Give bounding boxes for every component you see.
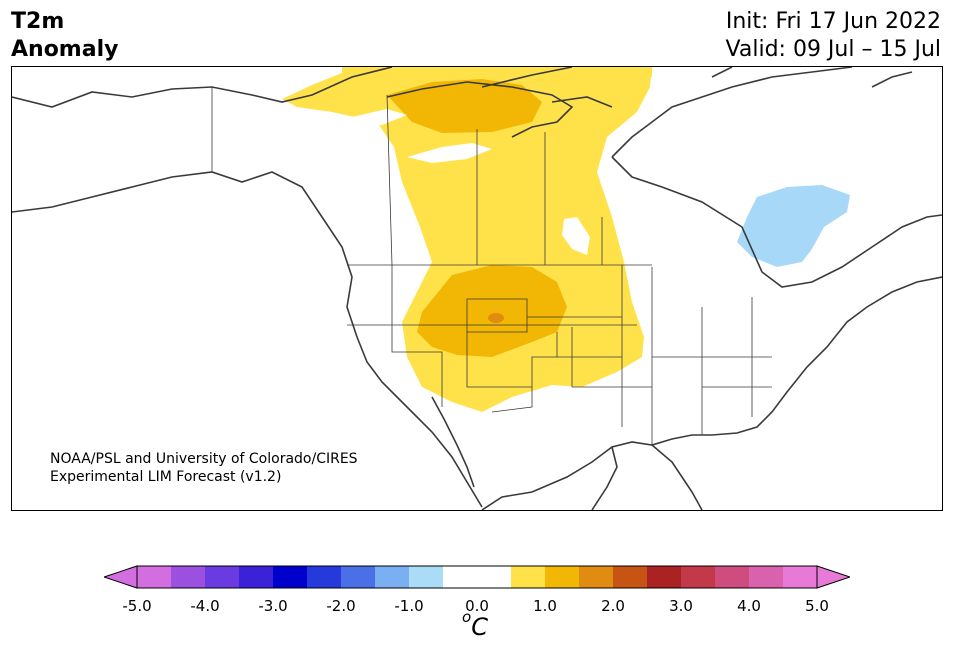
colorbar-tick-label: -5.0 [122, 597, 152, 615]
colorbar-tick-label: 3.0 [669, 597, 693, 615]
colorbar-outline [136, 565, 818, 589]
colorbar-segment [205, 566, 240, 588]
colorbar-tick-label: 2.0 [601, 597, 625, 615]
credit-line-1: NOAA/PSL and University of Colorado/CIRE… [50, 451, 358, 467]
neutral-patch-3 [562, 217, 590, 255]
colorbar-segment [783, 566, 818, 588]
neutral-patch-2 [407, 143, 492, 163]
colorbar-segment [511, 566, 546, 588]
colorbar-unit: oC [462, 608, 488, 641]
init-date: Init: Fri 17 Jun 2022 [725, 9, 941, 34]
forecast-dates: Init: Fri 17 Jun 2022 Valid: 09 Jul – 15… [726, 8, 941, 64]
colorbar-segment [307, 566, 342, 588]
colorbar-segment [647, 566, 682, 588]
state-borders [211, 87, 772, 445]
colorbar-segment [375, 566, 410, 588]
warm-anomaly-light-north [342, 67, 652, 77]
colorbar-segment [613, 566, 648, 588]
title-line-anomaly: Anomaly [11, 37, 119, 62]
colorbar-segment [477, 566, 512, 588]
colorbar-segment [409, 566, 444, 588]
colorbar-tick-label: 0.0 [465, 597, 489, 615]
colorbar-tick-label: 1.0 [533, 597, 557, 615]
credit-line-2: Experimental LIM Forecast (v1.2) [50, 469, 281, 485]
degree-symbol: o [462, 608, 472, 626]
colorbar-tick-label: -3.0 [258, 597, 288, 615]
colorbar-segment [715, 566, 750, 588]
title-line-variable: T2m [11, 9, 65, 34]
colorbar-tick-label: 5.0 [805, 597, 829, 615]
colorbar-segment [137, 566, 172, 588]
colorbar-segment [171, 566, 206, 588]
colorbar [104, 565, 850, 589]
warm-anomaly-moderate-central [417, 265, 567, 357]
map-title: T2m Anomaly [11, 8, 118, 64]
colorbar-segment [341, 566, 376, 588]
warm-anomaly-moderate-north [387, 79, 542, 133]
colorbar-segment [273, 566, 308, 588]
colorbar-arrow-high [816, 565, 850, 589]
colorbar-segment [443, 566, 478, 588]
colorbar-segment [545, 566, 580, 588]
colorbar-arrow-low [104, 565, 138, 589]
warm-anomaly-strong [488, 313, 504, 323]
valid-range: Valid: 09 Jul – 15 Jul [725, 37, 941, 62]
colorbar-tick-label: 4.0 [737, 597, 761, 615]
map-canvas: NOAA/PSL and University of Colorado/CIRE… [12, 67, 942, 510]
colorbar-tick-label: -1.0 [394, 597, 424, 615]
colorbar-tick-label: -2.0 [326, 597, 356, 615]
colorbar-segment [239, 566, 274, 588]
cool-anomaly [737, 185, 850, 267]
colorbar-segment [579, 566, 614, 588]
colorbar-segment [749, 566, 784, 588]
anomaly-map: NOAA/PSL and University of Colorado/CIRE… [11, 66, 943, 511]
colorbar-tick-label: -4.0 [190, 597, 220, 615]
neutral-patch-1 [352, 109, 407, 127]
colorbar-segment [681, 566, 716, 588]
unit-letter: C [471, 613, 488, 641]
